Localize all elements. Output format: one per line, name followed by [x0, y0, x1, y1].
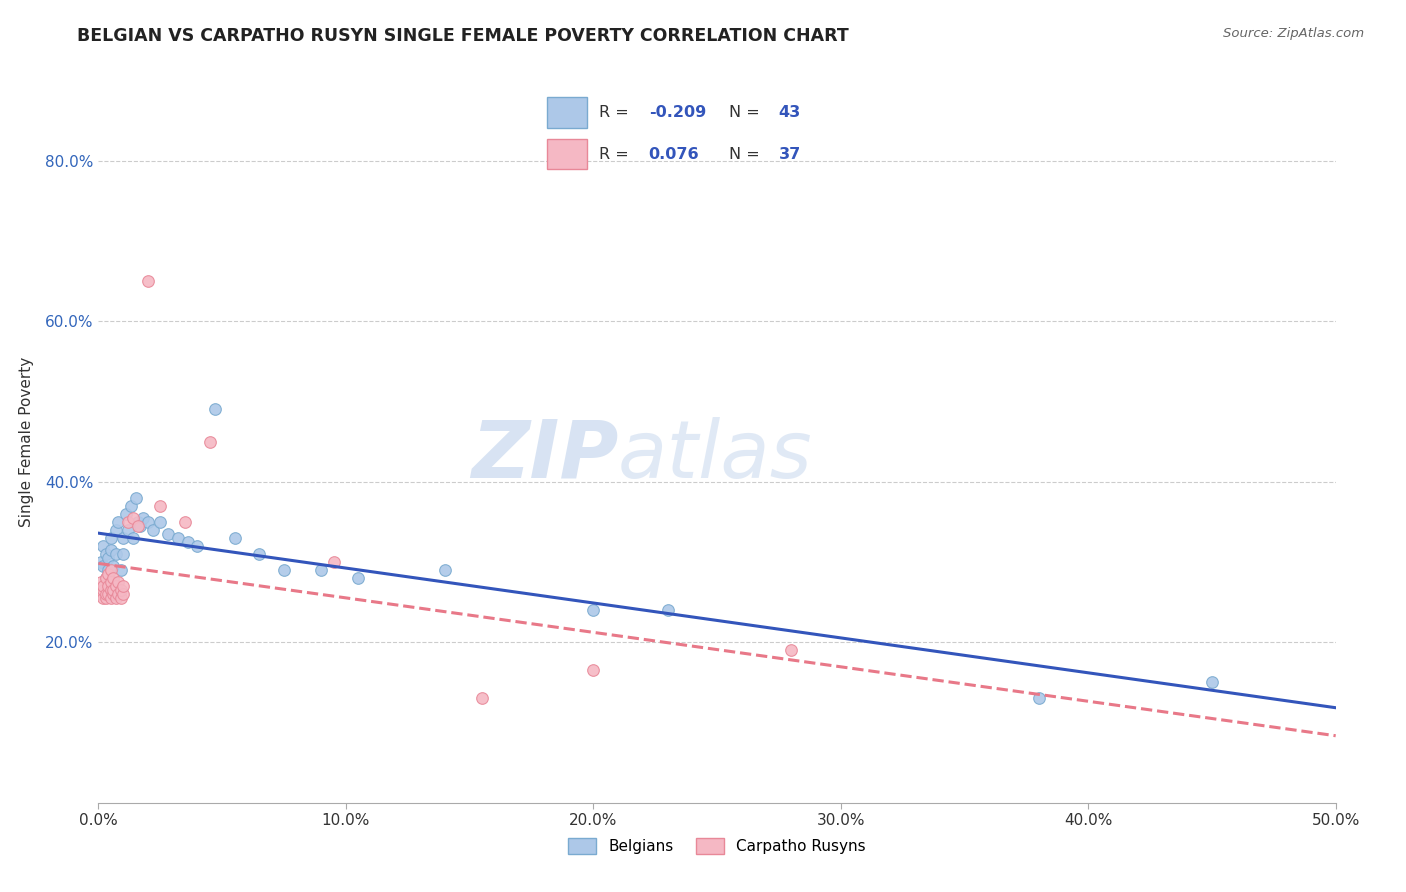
Point — [582, 664, 605, 678]
Text: 0.076: 0.076 — [648, 147, 699, 161]
Point — [110, 583, 132, 598]
Point — [103, 558, 125, 574]
Point — [90, 587, 112, 601]
Point — [136, 274, 159, 288]
Y-axis label: Single Female Poverty: Single Female Poverty — [18, 357, 34, 526]
Point — [780, 643, 803, 657]
Point — [186, 539, 208, 553]
Text: Source: ZipAtlas.com: Source: ZipAtlas.com — [1223, 27, 1364, 40]
Text: ZIP: ZIP — [471, 417, 619, 495]
Point — [122, 510, 145, 524]
Text: 37: 37 — [779, 147, 801, 161]
Point — [103, 574, 125, 589]
Point — [174, 515, 197, 529]
Point — [1201, 675, 1223, 690]
Point — [97, 550, 120, 566]
Point — [90, 574, 112, 589]
Point — [471, 691, 494, 706]
Point — [176, 534, 198, 549]
Point — [112, 531, 135, 545]
Point — [112, 579, 135, 593]
Point — [122, 531, 145, 545]
Point — [104, 579, 127, 593]
Point — [103, 587, 125, 601]
Point — [90, 555, 112, 569]
Point — [1028, 691, 1050, 706]
Point — [100, 542, 122, 557]
Point — [107, 587, 129, 601]
Point — [100, 583, 122, 598]
Point — [93, 583, 115, 598]
Bar — [547, 97, 586, 128]
Point — [94, 571, 117, 585]
Text: 43: 43 — [779, 105, 801, 120]
Point — [204, 402, 226, 417]
Point — [104, 591, 127, 605]
Point — [247, 547, 270, 561]
Point — [97, 563, 120, 577]
Point — [114, 507, 136, 521]
Point — [224, 531, 246, 545]
Point — [127, 515, 149, 529]
Point — [117, 523, 139, 537]
Legend: Belgians, Carpatho Rusyns: Belgians, Carpatho Rusyns — [562, 832, 872, 860]
Point — [94, 547, 117, 561]
Point — [93, 539, 115, 553]
Point — [97, 567, 120, 582]
Point — [166, 531, 188, 545]
Point — [322, 555, 344, 569]
Point — [127, 518, 149, 533]
Point — [273, 563, 295, 577]
Point — [100, 591, 122, 605]
Point — [117, 515, 139, 529]
Point — [94, 571, 117, 585]
Point — [107, 574, 129, 589]
Text: R =: R = — [599, 105, 634, 120]
Point — [93, 591, 115, 605]
Point — [347, 571, 370, 585]
Point — [103, 571, 125, 585]
Point — [94, 591, 117, 605]
Point — [156, 526, 179, 541]
Point — [149, 499, 172, 513]
Point — [97, 579, 120, 593]
Point — [129, 518, 152, 533]
Text: atlas: atlas — [619, 417, 813, 495]
Point — [100, 563, 122, 577]
Text: N =: N = — [730, 147, 765, 161]
Bar — [547, 139, 586, 169]
Point — [112, 587, 135, 601]
Point — [100, 531, 122, 545]
Point — [149, 515, 172, 529]
Point — [104, 547, 127, 561]
Point — [120, 499, 142, 513]
Point — [93, 558, 115, 574]
Point — [104, 523, 127, 537]
Point — [142, 523, 165, 537]
Point — [657, 603, 679, 617]
Point — [93, 579, 115, 593]
Point — [107, 515, 129, 529]
Point — [97, 587, 120, 601]
Point — [103, 583, 125, 598]
Text: N =: N = — [730, 105, 765, 120]
Point — [112, 547, 135, 561]
Text: -0.209: -0.209 — [648, 105, 706, 120]
Point — [100, 574, 122, 589]
Point — [94, 587, 117, 601]
Point — [433, 563, 456, 577]
Point — [309, 563, 332, 577]
Text: R =: R = — [599, 147, 634, 161]
Point — [582, 603, 605, 617]
Point — [124, 491, 146, 505]
Point — [198, 434, 221, 449]
Point — [132, 510, 155, 524]
Point — [136, 515, 159, 529]
Text: BELGIAN VS CARPATHO RUSYN SINGLE FEMALE POVERTY CORRELATION CHART: BELGIAN VS CARPATHO RUSYN SINGLE FEMALE … — [77, 27, 849, 45]
Point — [110, 591, 132, 605]
Point — [110, 563, 132, 577]
